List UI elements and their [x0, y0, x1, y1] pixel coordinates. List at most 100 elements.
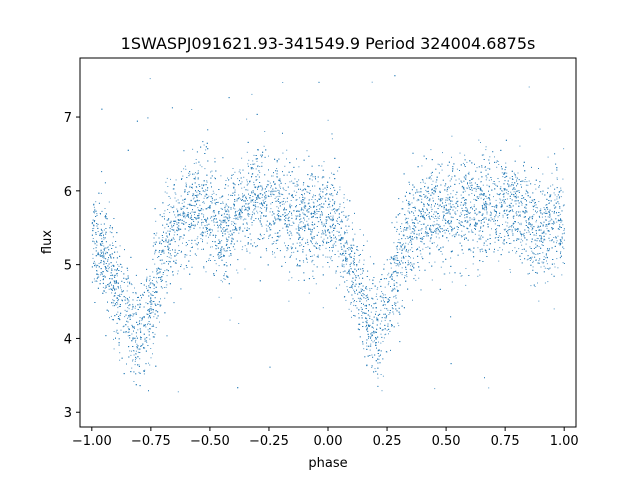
data-point [131, 284, 133, 286]
data-point [211, 229, 213, 230]
data-point [139, 358, 141, 360]
data-point [482, 184, 484, 186]
data-point [246, 209, 248, 211]
data-point [159, 241, 161, 243]
data-point [111, 228, 113, 230]
data-point [532, 216, 534, 218]
data-point [387, 274, 389, 276]
data-point [298, 280, 300, 281]
data-point [362, 295, 364, 297]
data-point [450, 203, 451, 205]
data-point [556, 242, 557, 244]
data-point [290, 175, 291, 176]
data-point [264, 206, 266, 208]
data-point [299, 222, 301, 224]
data-point [443, 211, 445, 213]
data-point [456, 168, 458, 170]
data-point [531, 224, 533, 226]
data-point [478, 139, 480, 141]
data-point [239, 227, 241, 229]
data-point [498, 181, 500, 183]
data-point [344, 233, 346, 235]
data-point [554, 266, 556, 268]
data-point [132, 313, 134, 315]
data-point [261, 203, 263, 205]
data-point [398, 263, 400, 265]
data-point [524, 213, 526, 214]
data-point [99, 280, 101, 282]
data-point [337, 170, 339, 172]
data-point [506, 209, 508, 211]
data-point [431, 210, 433, 212]
data-point [313, 194, 314, 196]
data-point [152, 301, 154, 303]
data-point [508, 206, 510, 208]
data-point [113, 275, 115, 277]
data-point [382, 293, 384, 294]
data-point [497, 194, 499, 195]
data-point [394, 259, 396, 261]
data-point [553, 204, 555, 206]
data-point [494, 223, 496, 225]
data-point [420, 211, 421, 213]
data-point [503, 228, 505, 230]
data-point [125, 332, 127, 334]
data-point [496, 207, 498, 209]
data-point [127, 331, 129, 333]
data-point [215, 263, 217, 265]
data-point [177, 253, 179, 254]
data-point [550, 185, 552, 187]
data-point [558, 219, 559, 221]
data-point [238, 232, 240, 234]
data-point [363, 348, 365, 350]
data-point [459, 152, 461, 154]
data-point [512, 189, 514, 191]
data-point [381, 320, 383, 322]
data-point [476, 241, 478, 243]
data-point [538, 201, 540, 202]
data-point [486, 208, 488, 210]
data-point [525, 243, 527, 245]
data-point [343, 266, 345, 268]
data-point [311, 179, 313, 181]
data-point [482, 206, 483, 208]
data-point [521, 202, 523, 204]
data-point [117, 299, 119, 301]
data-point [436, 220, 438, 222]
data-point [275, 196, 277, 198]
data-point [330, 188, 331, 189]
data-point [397, 264, 398, 266]
data-point [197, 177, 199, 179]
data-point [217, 227, 219, 229]
data-point [189, 185, 191, 187]
data-point [520, 224, 522, 226]
data-point [416, 219, 418, 221]
data-point [131, 333, 133, 335]
data-point [310, 234, 312, 236]
data-point [319, 249, 321, 251]
data-point [559, 224, 561, 226]
data-point [385, 297, 387, 299]
data-point [361, 310, 363, 312]
data-point [281, 201, 283, 203]
data-point [126, 310, 128, 312]
data-point [152, 343, 154, 345]
data-point [346, 260, 348, 262]
data-point [432, 224, 434, 226]
data-point [451, 176, 453, 178]
data-point [349, 255, 351, 257]
data-point [511, 182, 513, 184]
data-point [443, 208, 445, 210]
data-point [308, 218, 310, 220]
data-point [417, 198, 419, 200]
data-point [100, 192, 102, 194]
data-point [237, 272, 239, 274]
data-point [412, 231, 414, 233]
data-point [532, 266, 534, 268]
data-point [116, 272, 118, 274]
data-point [549, 216, 551, 218]
data-point [194, 214, 195, 216]
data-point [389, 331, 391, 332]
data-point [282, 194, 284, 196]
data-point [450, 200, 452, 202]
